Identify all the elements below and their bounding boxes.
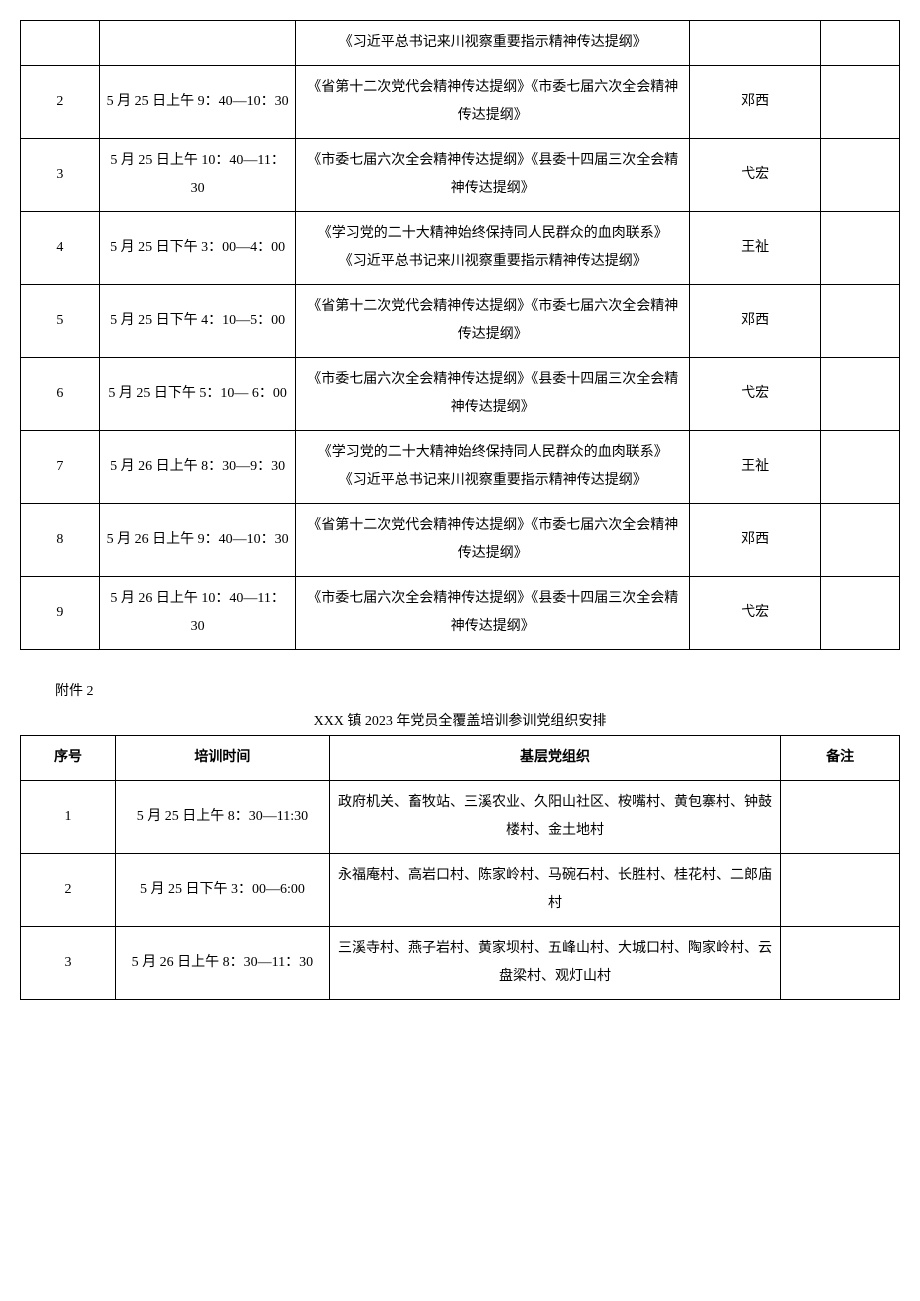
cell-content: 《习近平总书记来川视察重要指示精神传达提纲》	[296, 21, 690, 66]
cell-speaker	[690, 21, 821, 66]
schedule-table-1: 《习近平总书记来川视察重要指示精神传达提纲》 2 5 月 25 日上午 9：40…	[20, 20, 900, 650]
cell-remark	[821, 139, 900, 212]
header-seq: 序号	[21, 736, 116, 781]
org-table-2: 序号 培训时间 基层党组织 备注 1 5 月 25 日上午 8：30—11:30…	[20, 735, 900, 1000]
cell-speaker: 邓西	[690, 285, 821, 358]
cell-time: 5 月 26 日上午 10：40—11：30	[99, 577, 296, 650]
cell-speaker: 邓西	[690, 66, 821, 139]
cell-time: 5 月 26 日上午 9：40—10：30	[99, 504, 296, 577]
cell-speaker: 邓西	[690, 504, 821, 577]
cell-content: 《市委七届六次全会精神传达提纲》《县委十四届三次全会精神传达提纲》	[296, 358, 690, 431]
cell-org: 三溪寺村、燕子岩村、黄家坝村、五峰山村、大城口村、陶家岭村、云盘梁村、观灯山村	[329, 927, 780, 1000]
cell-seq: 6	[21, 358, 100, 431]
table-row: 8 5 月 26 日上午 9：40—10：30 《省第十二次党代会精神传达提纲》…	[21, 504, 900, 577]
table-row: 5 5 月 25 日下午 4：10—5：00 《省第十二次党代会精神传达提纲》《…	[21, 285, 900, 358]
cell-time: 5 月 25 日下午 4：10—5：00	[99, 285, 296, 358]
cell-seq: 2	[21, 66, 100, 139]
cell-seq: 3	[21, 927, 116, 1000]
cell-time: 5 月 25 日上午 8：30—11:30	[116, 781, 330, 854]
cell-time: 5 月 25 日下午 3：00—6:00	[116, 854, 330, 927]
cell-time: 5 月 25 日上午 10：40—11：30	[99, 139, 296, 212]
header-remark: 备注	[781, 736, 900, 781]
cell-org: 政府机关、畜牧站、三溪农业、久阳山社区、桉嘴村、黄包寨村、钟鼓楼村、金土地村	[329, 781, 780, 854]
table-row: 2 5 月 25 日下午 3：00—6:00 永福庵村、高岩口村、陈家岭村、马碗…	[21, 854, 900, 927]
cell-time	[99, 21, 296, 66]
cell-time: 5 月 25 日下午 5：10— 6：00	[99, 358, 296, 431]
cell-seq: 4	[21, 212, 100, 285]
table-row: 3 5 月 26 日上午 8：30—11：30 三溪寺村、燕子岩村、黄家坝村、五…	[21, 927, 900, 1000]
cell-remark	[781, 927, 900, 1000]
table-row: 3 5 月 25 日上午 10：40—11：30 《市委七届六次全会精神传达提纲…	[21, 139, 900, 212]
cell-content: 《学习党的二十大精神始终保持同人民群众的血肉联系》 《习近平总书记来川视察重要指…	[296, 212, 690, 285]
cell-remark	[821, 431, 900, 504]
cell-speaker: 王祉	[690, 431, 821, 504]
cell-remark	[781, 854, 900, 927]
cell-seq: 3	[21, 139, 100, 212]
cell-time: 5 月 25 日上午 9：40—10：30	[99, 66, 296, 139]
cell-seq: 1	[21, 781, 116, 854]
cell-content: 《省第十二次党代会精神传达提纲》《市委七届六次全会精神传达提纲》	[296, 66, 690, 139]
cell-content: 《省第十二次党代会精神传达提纲》《市委七届六次全会精神传达提纲》	[296, 285, 690, 358]
cell-remark	[821, 285, 900, 358]
cell-content: 《市委七届六次全会精神传达提纲》《县委十四届三次全会精神传达提纲》	[296, 139, 690, 212]
table-row: 4 5 月 25 日下午 3：00—4：00 《学习党的二十大精神始终保持同人民…	[21, 212, 900, 285]
cell-time: 5 月 26 日上午 8：30—11：30	[116, 927, 330, 1000]
table-row: 1 5 月 25 日上午 8：30—11:30 政府机关、畜牧站、三溪农业、久阳…	[21, 781, 900, 854]
cell-remark	[821, 21, 900, 66]
table-header-row: 序号 培训时间 基层党组织 备注	[21, 736, 900, 781]
header-org: 基层党组织	[329, 736, 780, 781]
cell-speaker: 弋宏	[690, 139, 821, 212]
cell-time: 5 月 25 日下午 3：00—4：00	[99, 212, 296, 285]
cell-remark	[821, 358, 900, 431]
cell-content: 《省第十二次党代会精神传达提纲》《市委七届六次全会精神传达提纲》	[296, 504, 690, 577]
cell-seq: 5	[21, 285, 100, 358]
cell-seq: 9	[21, 577, 100, 650]
table-row: 7 5 月 26 日上午 8：30—9：30 《学习党的二十大精神始终保持同人民…	[21, 431, 900, 504]
table-row: 2 5 月 25 日上午 9：40—10：30 《省第十二次党代会精神传达提纲》…	[21, 66, 900, 139]
table-row: 9 5 月 26 日上午 10：40—11：30 《市委七届六次全会精神传达提纲…	[21, 577, 900, 650]
cell-org: 永福庵村、高岩口村、陈家岭村、马碗石村、长胜村、桂花村、二郎庙村	[329, 854, 780, 927]
cell-seq	[21, 21, 100, 66]
cell-seq: 7	[21, 431, 100, 504]
cell-speaker: 弋宏	[690, 358, 821, 431]
cell-time: 5 月 26 日上午 8：30—9：30	[99, 431, 296, 504]
header-time: 培训时间	[116, 736, 330, 781]
cell-remark	[781, 781, 900, 854]
cell-remark	[821, 212, 900, 285]
cell-content: 《学习党的二十大精神始终保持同人民群众的血肉联系》 《习近平总书记来川视察重要指…	[296, 431, 690, 504]
cell-remark	[821, 504, 900, 577]
appendix-label: 附件 2	[20, 680, 900, 700]
table-title: XXX 镇 2023 年党员全覆盖培训参训党组织安排	[20, 710, 900, 730]
table-row: 6 5 月 25 日下午 5：10— 6：00 《市委七届六次全会精神传达提纲》…	[21, 358, 900, 431]
cell-seq: 2	[21, 854, 116, 927]
cell-content: 《市委七届六次全会精神传达提纲》《县委十四届三次全会精神传达提纲》	[296, 577, 690, 650]
table-row: 《习近平总书记来川视察重要指示精神传达提纲》	[21, 21, 900, 66]
cell-speaker: 王祉	[690, 212, 821, 285]
cell-speaker: 弋宏	[690, 577, 821, 650]
cell-remark	[821, 66, 900, 139]
cell-seq: 8	[21, 504, 100, 577]
cell-remark	[821, 577, 900, 650]
